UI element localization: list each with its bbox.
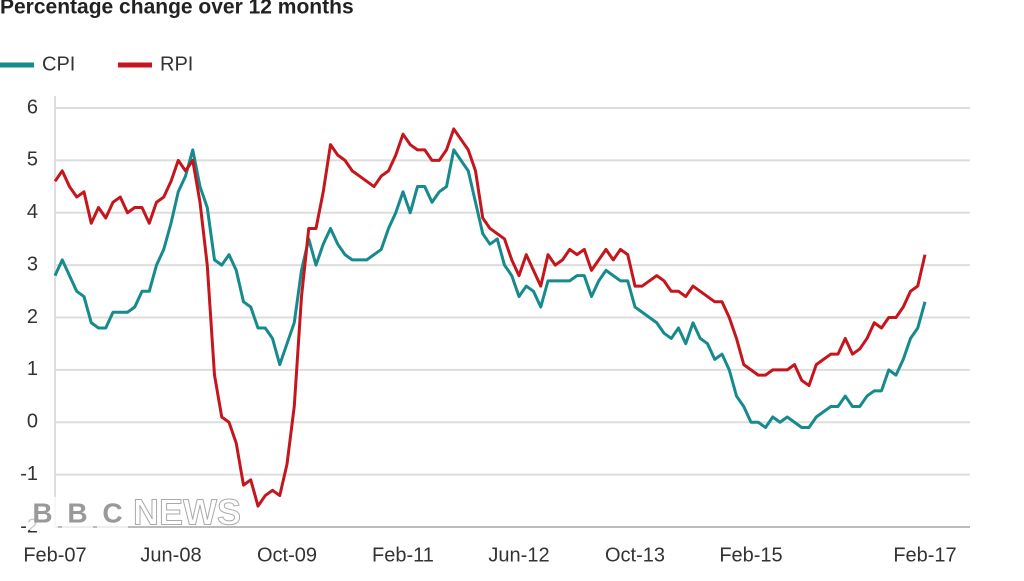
y-tick-label: 2	[27, 306, 38, 328]
legend-label: CPI	[42, 53, 75, 75]
x-tick-label: Jun-08	[140, 544, 201, 566]
x-tick-label: Oct-13	[605, 544, 665, 566]
legend-label: RPI	[160, 53, 193, 75]
legend: CPI RPI	[0, 53, 193, 75]
watermark-letter: C	[102, 497, 122, 528]
y-tick-label: -1	[20, 463, 38, 485]
watermark: B B C NEWS	[27, 491, 242, 533]
lines	[53, 127, 927, 508]
y-tick-label: 6	[27, 96, 38, 118]
watermark-letter: B	[67, 497, 87, 528]
chart-title: Percentage change over 12 months	[0, 0, 354, 19]
series-line	[53, 127, 927, 508]
watermark-text: NEWS	[133, 492, 241, 533]
y-tick-label: 4	[27, 201, 38, 223]
x-tick-label: Feb-15	[719, 544, 782, 566]
y-tick-label: 5	[27, 149, 38, 171]
x-tick-label: Feb-17	[893, 544, 956, 566]
watermark-box	[97, 497, 128, 530]
y-tick-label: 3	[27, 253, 38, 275]
series-line	[53, 148, 927, 429]
x-tick-label: Feb-07	[23, 544, 86, 566]
y-tick-label: 1	[27, 358, 38, 380]
x-tick-label: Oct-09	[257, 544, 317, 566]
x-tick-label: Jun-12	[488, 544, 549, 566]
watermark-box	[27, 497, 58, 530]
y-tick-label: 0	[27, 411, 38, 433]
x-tick-label: Feb-11	[372, 544, 434, 566]
watermark-letter: B	[32, 497, 52, 528]
grid: -2-10123456Feb-07Jun-08Oct-09Feb-11Jun-1…	[20, 96, 970, 566]
watermark-box	[62, 497, 93, 530]
